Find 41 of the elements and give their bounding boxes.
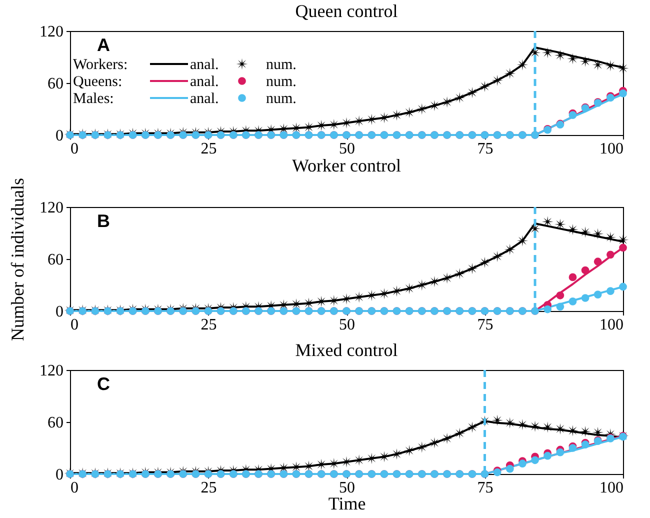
y-tick-label: 120 bbox=[40, 362, 64, 380]
chart-title: Mixed control bbox=[295, 340, 398, 360]
x-tick-label: 25 bbox=[200, 480, 217, 496]
y-tick-label: 120 bbox=[40, 200, 64, 216]
annotation: Workers: bbox=[73, 57, 128, 73]
x-tick-label: 0 bbox=[70, 140, 78, 158]
y-axis-title: Number of individuals bbox=[8, 178, 28, 341]
y-tick-label: 0 bbox=[56, 128, 64, 144]
x-tick-label: 50 bbox=[339, 316, 355, 334]
y-tick-label: 120 bbox=[40, 24, 64, 40]
legend-label: num. bbox=[266, 91, 296, 107]
x-tick-label: 50 bbox=[339, 140, 355, 158]
legend-label: anal. bbox=[190, 74, 219, 90]
x-tick-label: 0 bbox=[70, 480, 78, 496]
annotation: B bbox=[97, 211, 110, 231]
x-tick-label: 75 bbox=[477, 316, 494, 334]
legend-label: num. bbox=[266, 57, 296, 73]
annotation: Males: bbox=[73, 91, 114, 107]
legend-label: anal. bbox=[190, 57, 219, 73]
x-tick-label: 100 bbox=[600, 140, 624, 158]
annotation: C bbox=[97, 374, 110, 394]
y-tick-label: 60 bbox=[48, 414, 64, 432]
y-tick-label: 60 bbox=[48, 252, 64, 268]
y-tick-label: 60 bbox=[48, 76, 64, 92]
x-tick-label: 100 bbox=[600, 316, 624, 334]
legend-label: num. bbox=[266, 74, 296, 90]
x-tick-label: 75 bbox=[477, 140, 494, 158]
y-tick-label: 0 bbox=[56, 466, 64, 484]
annotation: Queens: bbox=[73, 74, 122, 90]
chart-title: Queen control bbox=[295, 1, 398, 21]
x-axis-title: Time bbox=[328, 494, 366, 514]
x-tick-label: 100 bbox=[600, 480, 624, 496]
x-tick-label: 25 bbox=[200, 316, 217, 334]
x-tick-label: 25 bbox=[200, 140, 217, 158]
x-tick-label: 75 bbox=[477, 480, 494, 496]
x-tick-label: 0 bbox=[70, 316, 78, 334]
annotation: A bbox=[97, 35, 110, 55]
y-tick-label: 0 bbox=[56, 304, 64, 320]
legend-label: anal. bbox=[190, 91, 219, 107]
x-tick-label: 50 bbox=[339, 480, 355, 496]
chart-title: Worker control bbox=[292, 156, 402, 176]
